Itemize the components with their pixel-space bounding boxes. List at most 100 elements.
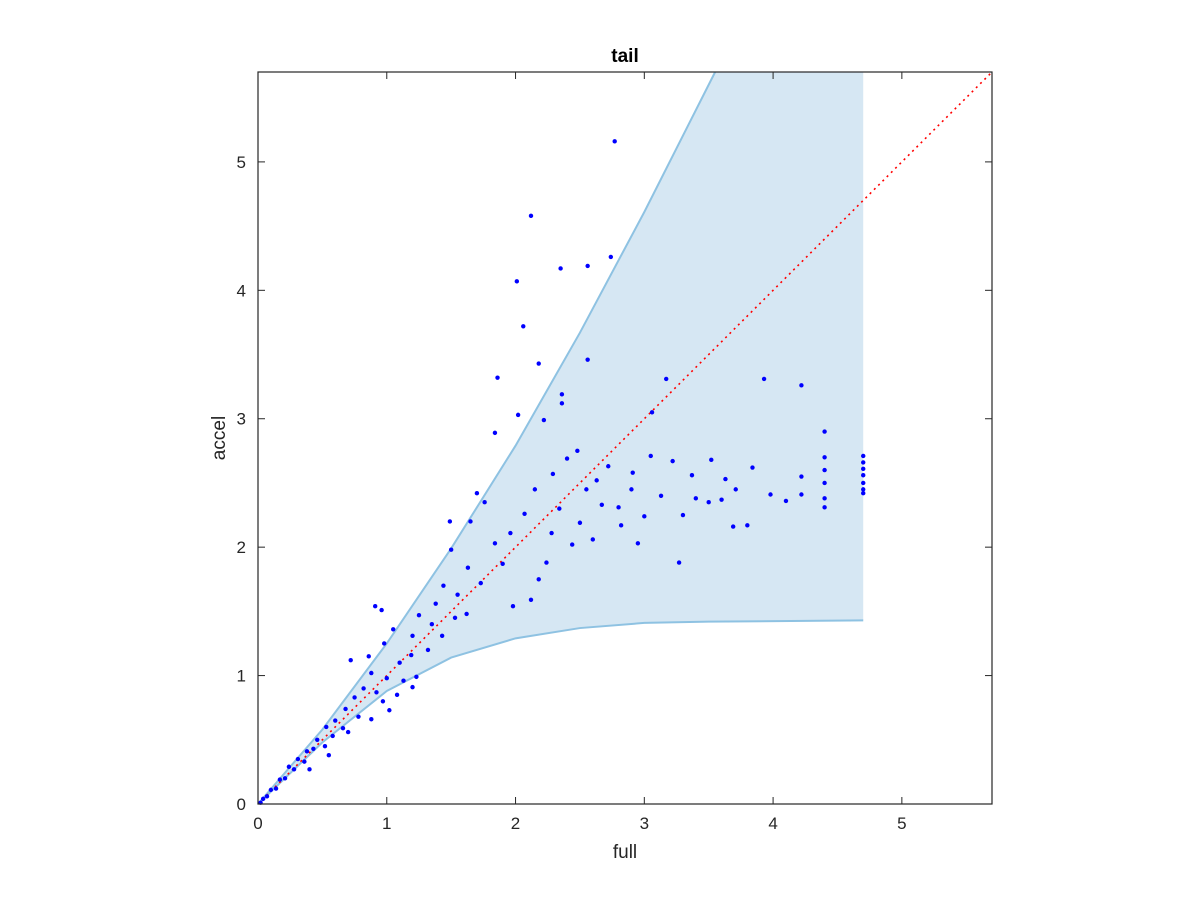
data-point [495,375,500,380]
data-point [425,647,431,653]
data-point [528,597,534,603]
data-point [401,678,406,683]
data-point [302,759,307,764]
data-point [514,279,520,284]
x-axis-label: full [613,842,637,863]
data-point [492,541,498,546]
y-tick-label: 4 [237,281,246,300]
data-point [564,456,570,461]
data-point [372,604,378,609]
data-point [585,357,590,362]
data-point [273,786,279,791]
data-point [606,464,611,469]
x-tick-label: 2 [511,814,520,833]
data-point [590,537,596,542]
data-point [584,487,589,492]
data-point [478,580,483,586]
data-point [861,491,866,496]
y-axis-label: accel [209,416,230,460]
data-point [508,530,513,536]
data-point [326,753,332,758]
data-point [799,492,804,497]
data-point [369,717,374,722]
x-tick-label: 0 [253,814,262,833]
data-point [410,684,415,690]
data-point [291,767,297,772]
data-point [286,764,292,769]
data-point [532,487,538,492]
data-point [768,492,773,497]
data-point [394,692,400,698]
data-point [693,496,699,501]
data-point [474,491,480,496]
data-point [559,401,565,406]
data-point [557,506,562,511]
data-point [515,412,521,418]
data-point [861,466,866,472]
data-point [433,601,438,606]
data-point [465,565,471,570]
data-point [260,796,266,802]
data-point [409,652,414,658]
data-point [635,541,641,546]
data-point [521,324,526,329]
data-point [369,670,374,676]
data-point [492,430,498,436]
data-point [750,465,755,470]
data-point [612,139,617,144]
data-point [861,480,866,486]
data-point [429,622,435,627]
data-point [658,493,664,498]
data-point [549,530,554,536]
data-point [629,487,634,492]
data-point [448,547,454,552]
data-point [822,429,827,434]
data-point [822,505,827,510]
data-point [861,460,866,465]
data-point [455,592,460,597]
data-point [315,737,320,742]
data-point [452,615,458,620]
data-point [348,657,353,663]
data-point [822,480,827,486]
data-point [268,787,274,793]
data-point [345,729,351,735]
data-point [608,254,614,260]
data-point [536,361,541,366]
data-point [706,500,711,505]
data-point [387,708,392,713]
y-tick-label: 0 [237,795,246,814]
data-point [439,633,445,638]
data-point [536,577,541,582]
data-point [559,392,565,397]
data-point [510,604,516,609]
band-lower-edge [257,619,864,805]
data-point [649,410,655,415]
data-point [277,777,283,782]
data-point [356,714,361,719]
data-point [577,520,583,525]
data-point [861,473,866,478]
data-point [391,627,396,632]
data-point [719,497,724,502]
data-point [322,744,328,749]
data-point [680,512,686,518]
data-point [822,496,827,501]
data-point [648,453,653,459]
x-tick-label: 3 [640,814,649,833]
data-point [723,476,728,482]
data-point [366,654,371,659]
x-tick-label: 4 [768,814,777,833]
data-point [282,776,288,781]
data-point [374,690,379,695]
y-tick-label: 5 [237,153,246,172]
data-point [670,458,675,464]
data-point [441,583,446,588]
data-point [861,487,866,492]
y-tick-label: 1 [237,667,246,686]
data-point [311,746,316,751]
data-point [414,674,419,680]
data-point [861,453,866,459]
